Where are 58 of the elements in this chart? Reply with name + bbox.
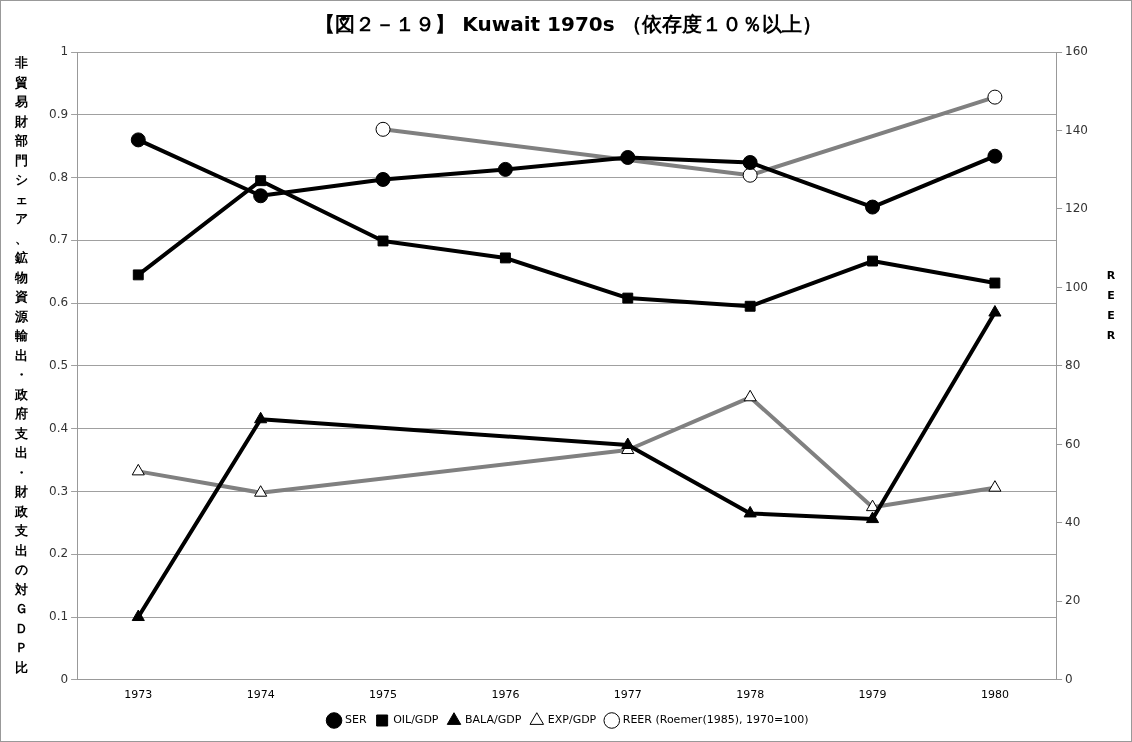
x-tick-label: 1976 xyxy=(491,688,520,702)
point xyxy=(744,300,756,312)
point xyxy=(622,292,634,304)
point xyxy=(499,252,511,264)
y2-tick-label: 160 xyxy=(1065,44,1088,59)
point xyxy=(377,235,389,247)
point xyxy=(253,188,269,204)
y-tick-label: 1 xyxy=(60,44,69,59)
y-tick-label: 0.6 xyxy=(48,295,69,310)
x-tick-label: 1974 xyxy=(246,688,275,702)
y2-axis-title: REER xyxy=(1106,268,1116,342)
x-tick-label: 1980 xyxy=(980,688,1009,702)
point xyxy=(131,609,145,622)
legend-label: BALA/GDP xyxy=(464,713,522,727)
y2-tick-label: 80 xyxy=(1065,358,1081,373)
text: 非貿易財部門シェア、鉱物資源輸出・政府支出・財政支出の対ＧＤＰ比 xyxy=(14,55,28,675)
point xyxy=(743,505,757,518)
point xyxy=(620,149,636,165)
legend-label: EXP/GDP xyxy=(547,713,597,727)
chart-title: 【図２－１９】 Kuwait 1970s （依存度１０％以上） xyxy=(315,12,822,37)
point xyxy=(621,437,635,449)
point xyxy=(989,277,1001,289)
x-tick-label: 1975 xyxy=(369,688,398,702)
y2-tick-label: 0 xyxy=(1065,671,1073,686)
point xyxy=(497,161,513,177)
point xyxy=(254,411,268,424)
point xyxy=(867,255,878,267)
point xyxy=(742,154,758,170)
y-tick-label: 0 xyxy=(60,671,69,686)
x-tick-label: 1978 xyxy=(736,688,765,702)
point xyxy=(865,199,881,215)
y2-tick-label: 120 xyxy=(1065,201,1088,216)
point xyxy=(987,148,1003,164)
legend-label: SER xyxy=(345,713,367,727)
y2-tick-label: 140 xyxy=(1065,122,1088,137)
y-tick-label: 0.3 xyxy=(48,483,69,498)
y2-tick-label: 100 xyxy=(1065,279,1088,294)
x-tick-label: 1977 xyxy=(613,688,642,702)
legend-label: REER (Roemer(1985), 1970=100) xyxy=(622,713,809,727)
y-tick-label: 0.4 xyxy=(48,420,69,435)
y-tick-label: 0.7 xyxy=(48,232,69,247)
y2-tick-label: 40 xyxy=(1065,514,1081,529)
point xyxy=(988,305,1002,317)
y2-tick-label: 60 xyxy=(1065,436,1081,451)
y2-tick-label: 20 xyxy=(1065,593,1081,608)
point xyxy=(132,269,144,281)
y-tick-label: 0.9 xyxy=(48,106,69,121)
point xyxy=(375,171,391,187)
legend-label: OIL/GDP xyxy=(393,713,439,727)
y-tick-label: 0.1 xyxy=(48,609,69,624)
y-tick-label: 0.5 xyxy=(48,358,69,373)
x-tick-label: 1973 xyxy=(124,688,153,702)
point xyxy=(255,175,267,187)
y-tick-label: 0.8 xyxy=(48,169,69,184)
point xyxy=(865,511,880,524)
x-tick-label: 1979 xyxy=(858,688,887,702)
y-tick-label: 0.2 xyxy=(48,546,69,561)
point xyxy=(130,132,146,148)
